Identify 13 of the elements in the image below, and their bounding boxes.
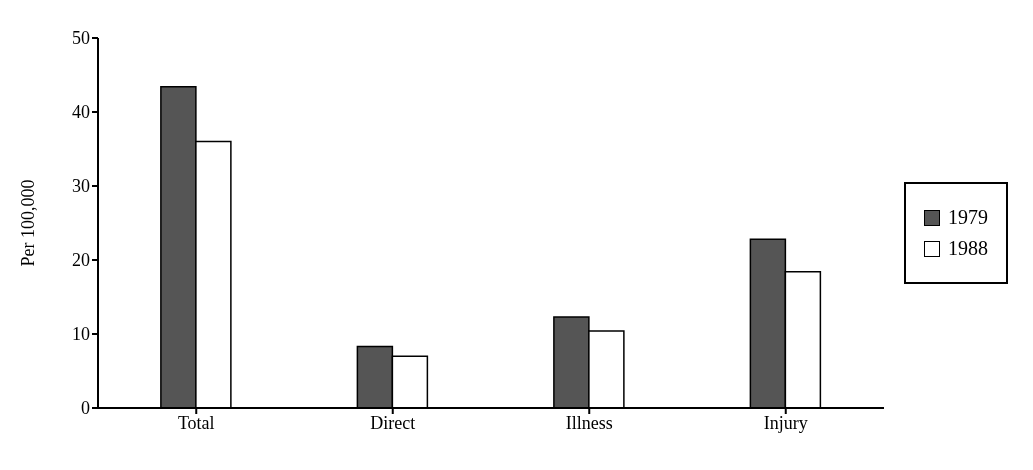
x-tick-label: Injury — [763, 412, 808, 433]
x-tick-label: Direct — [370, 412, 416, 433]
y-tick-label: 30 — [72, 176, 90, 197]
y-tick-label: 40 — [72, 102, 90, 123]
legend-label: 1979 — [948, 206, 988, 229]
legend-label: 1988 — [948, 237, 988, 260]
x-tick-label: Total — [177, 412, 215, 433]
y-tick-label: 10 — [72, 324, 90, 345]
y-tick-label: 20 — [72, 250, 90, 271]
y-tick-label: 50 — [72, 28, 90, 49]
y-axis-title: Per 100,000 — [18, 179, 39, 267]
x-tick-label: Illness — [565, 412, 613, 433]
y-tick-label: 0 — [81, 398, 90, 419]
